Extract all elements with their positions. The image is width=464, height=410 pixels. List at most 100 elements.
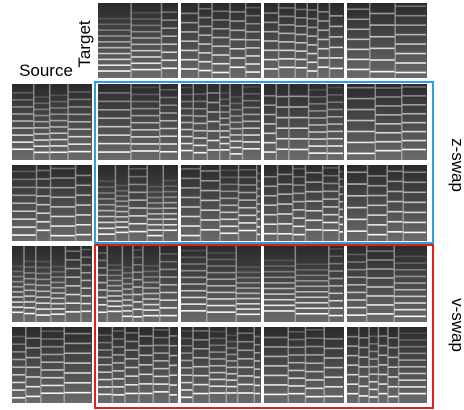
harmonic bbox=[368, 224, 387, 226]
harmonic bbox=[329, 285, 343, 287]
harmonic bbox=[264, 293, 295, 295]
harmonic bbox=[193, 357, 208, 359]
harmonic bbox=[12, 134, 33, 136]
harmonic bbox=[133, 309, 142, 311]
harmonic bbox=[113, 394, 125, 396]
harmonic bbox=[264, 195, 277, 197]
harmonic bbox=[131, 37, 160, 39]
harmonic bbox=[370, 24, 394, 26]
harmonic bbox=[220, 232, 238, 234]
harmonic bbox=[133, 286, 142, 288]
harmonic bbox=[330, 15, 343, 17]
harmonic bbox=[327, 94, 343, 96]
harmonic bbox=[68, 99, 91, 101]
harmonic bbox=[153, 383, 168, 385]
harmonic bbox=[254, 336, 260, 338]
harmonic bbox=[37, 212, 50, 214]
harmonic bbox=[368, 195, 387, 197]
harmonic bbox=[220, 212, 238, 214]
harmonic bbox=[309, 152, 327, 154]
harmonic bbox=[181, 330, 192, 332]
harmonic bbox=[329, 255, 343, 257]
harmonic bbox=[324, 396, 343, 398]
harmonic bbox=[98, 357, 112, 359]
harmonic bbox=[402, 140, 426, 142]
harmonic bbox=[330, 36, 343, 38]
harmonic bbox=[227, 392, 237, 394]
harmonic bbox=[207, 311, 235, 313]
harmonic bbox=[199, 26, 212, 28]
harmonic bbox=[243, 141, 260, 143]
harmonic bbox=[116, 190, 128, 192]
harmonic bbox=[388, 347, 398, 349]
harmonic bbox=[98, 109, 130, 111]
harmonic bbox=[309, 145, 327, 147]
harmonic bbox=[34, 145, 49, 147]
harmonic bbox=[278, 223, 292, 225]
harmonic bbox=[288, 393, 304, 395]
harmonic bbox=[98, 267, 107, 269]
harmonic bbox=[148, 186, 163, 188]
harmonic bbox=[306, 220, 322, 222]
harmonic bbox=[64, 333, 91, 335]
harmonic bbox=[339, 178, 343, 180]
harmonic bbox=[369, 358, 377, 360]
harmonic bbox=[236, 277, 260, 279]
harmonic bbox=[143, 287, 159, 289]
harmonic bbox=[239, 184, 256, 186]
harmonic bbox=[26, 386, 40, 388]
harmonic bbox=[199, 52, 212, 54]
harmonic bbox=[12, 286, 23, 288]
harmonic bbox=[394, 289, 426, 291]
harmonic bbox=[98, 180, 115, 182]
spectrogram bbox=[98, 84, 178, 160]
harmonic bbox=[347, 276, 366, 278]
harmonic bbox=[324, 367, 343, 369]
harmonic bbox=[220, 191, 238, 193]
harmonic bbox=[181, 250, 206, 252]
target-label: Target bbox=[75, 20, 94, 68]
harmonic bbox=[98, 29, 130, 31]
harmonic bbox=[139, 345, 152, 347]
harmonic bbox=[129, 192, 147, 194]
harmonic bbox=[143, 293, 159, 295]
harmonic bbox=[318, 29, 329, 31]
harmonic bbox=[369, 366, 377, 368]
harmonic bbox=[220, 218, 238, 220]
harmonic bbox=[379, 364, 388, 366]
harmonic bbox=[143, 276, 159, 278]
harmonic bbox=[288, 377, 304, 379]
spectrogram bbox=[12, 246, 92, 322]
harmonic bbox=[402, 131, 426, 133]
harmonic bbox=[367, 295, 394, 297]
harmonic bbox=[116, 221, 128, 223]
onset bbox=[226, 327, 228, 403]
harmonic bbox=[108, 305, 122, 307]
onset bbox=[287, 327, 289, 403]
harmonic bbox=[125, 375, 138, 377]
harmonic bbox=[98, 117, 130, 119]
harmonic bbox=[306, 362, 324, 364]
harmonic bbox=[264, 282, 295, 284]
spectrogram bbox=[347, 165, 427, 241]
spectrogram bbox=[98, 327, 178, 403]
harmonic bbox=[339, 209, 343, 211]
harmonic bbox=[264, 346, 287, 348]
harmonic bbox=[98, 70, 130, 72]
harmonic bbox=[347, 109, 375, 111]
harmonic bbox=[41, 338, 63, 340]
onset bbox=[219, 84, 221, 160]
harmonic bbox=[246, 23, 260, 25]
harmonic bbox=[277, 138, 289, 140]
harmonic bbox=[278, 193, 292, 195]
harmonic bbox=[98, 216, 115, 218]
harmonic bbox=[399, 353, 426, 355]
harmonic bbox=[37, 195, 50, 197]
harmonic bbox=[37, 221, 50, 223]
harmonic bbox=[295, 9, 306, 11]
harmonic bbox=[264, 299, 295, 301]
harmonic bbox=[37, 187, 50, 189]
harmonic bbox=[131, 62, 160, 64]
harmonic bbox=[64, 372, 91, 374]
harmonic bbox=[81, 249, 91, 251]
